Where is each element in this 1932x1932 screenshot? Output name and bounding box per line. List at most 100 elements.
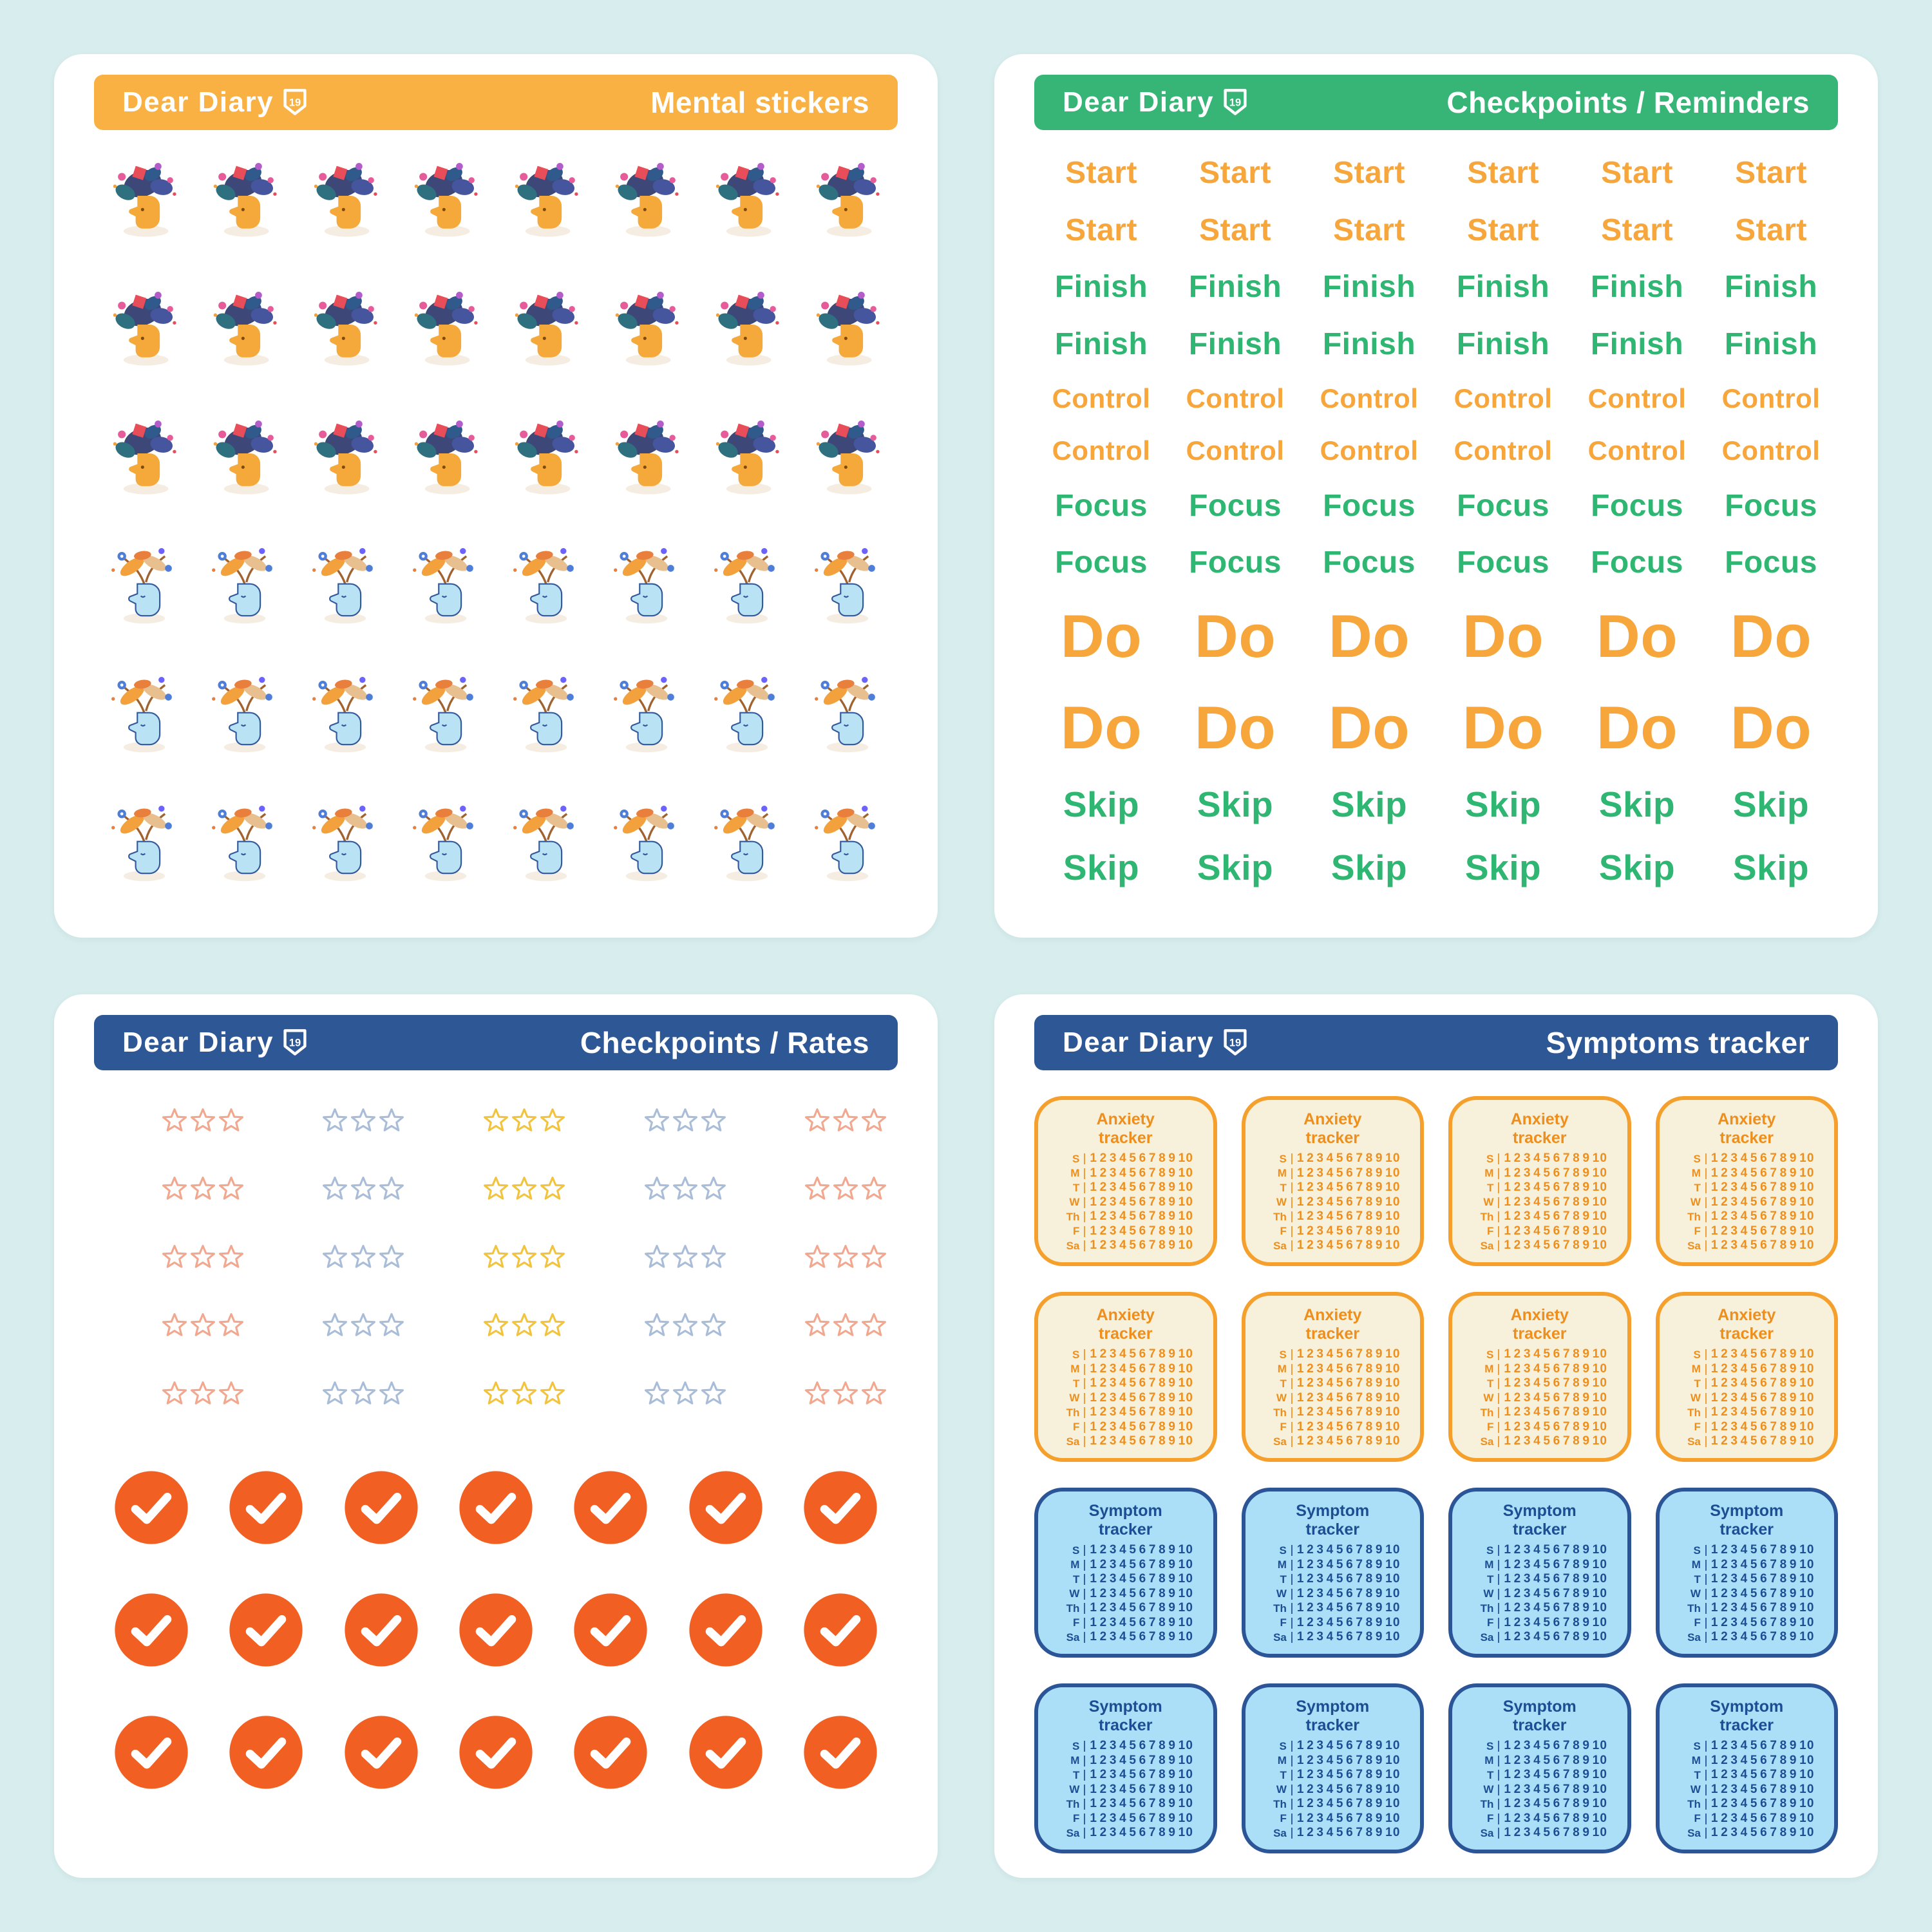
reminder-sticker[interactable]: Skip: [1598, 784, 1676, 825]
star-rating-sticker[interactable]: [103, 1243, 246, 1271]
reminder-sticker[interactable]: Skip: [1464, 847, 1542, 887]
anxiety-tracker-card[interactable]: Anxiety tracker S 1 2 3 4 5 6 7 8 9 10 M 1 2 …: [1655, 1292, 1838, 1462]
reminder-sticker[interactable]: Finish: [1590, 327, 1684, 361]
reminder-sticker[interactable]: Finish: [1188, 270, 1282, 305]
mental-sticker[interactable]: [503, 415, 589, 502]
mental-sticker[interactable]: [402, 544, 489, 630]
mental-sticker[interactable]: [202, 673, 288, 759]
anxiety-tracker-card[interactable]: Anxiety tracker S 1 2 3 4 5 6 7 8 9 10 M 1 2 …: [1241, 1292, 1424, 1462]
mental-sticker[interactable]: [302, 287, 388, 373]
reminder-sticker[interactable]: Start: [1601, 156, 1673, 191]
check-sticker[interactable]: [343, 1592, 419, 1668]
reminder-sticker[interactable]: Skip: [1598, 847, 1676, 887]
check-sticker[interactable]: [458, 1714, 534, 1790]
star-rating-sticker[interactable]: [263, 1243, 406, 1271]
mental-sticker[interactable]: [503, 158, 589, 244]
reminder-sticker[interactable]: Start: [1467, 156, 1539, 191]
symptom-tracker-card[interactable]: Symptom tracker S 1 2 3 4 5 6 7 8 9 10 M 1 2 …: [1241, 1683, 1424, 1853]
reminder-sticker[interactable]: Skip: [1063, 784, 1140, 825]
mental-sticker[interactable]: [704, 287, 790, 373]
reminder-sticker[interactable]: Start: [1199, 213, 1271, 247]
mental-sticker[interactable]: [402, 415, 489, 502]
reminder-sticker[interactable]: Skip: [1197, 784, 1274, 825]
check-sticker[interactable]: [228, 1592, 304, 1668]
star-rating-sticker[interactable]: [103, 1379, 246, 1408]
star-rating-sticker[interactable]: [424, 1175, 567, 1203]
check-sticker[interactable]: [573, 1714, 649, 1790]
mental-sticker[interactable]: [603, 673, 690, 759]
star-rating-sticker[interactable]: [746, 1106, 889, 1135]
check-sticker[interactable]: [113, 1714, 189, 1790]
reminder-sticker[interactable]: Control: [1186, 435, 1285, 466]
mental-sticker[interactable]: [704, 415, 790, 502]
symptom-tracker-card[interactable]: Symptom tracker S 1 2 3 4 5 6 7 8 9 10 M 1 2 …: [1655, 1488, 1838, 1658]
star-rating-sticker[interactable]: [424, 1106, 567, 1135]
reminder-sticker[interactable]: Start: [1467, 213, 1539, 247]
reminder-sticker[interactable]: Control: [1587, 383, 1687, 413]
mental-sticker[interactable]: [202, 158, 288, 244]
reminder-sticker[interactable]: Focus: [1189, 488, 1282, 523]
reminder-sticker[interactable]: Skip: [1197, 847, 1274, 887]
reminder-sticker[interactable]: Focus: [1591, 545, 1683, 580]
reminder-sticker[interactable]: Finish: [1590, 270, 1684, 305]
mental-sticker[interactable]: [603, 287, 690, 373]
check-sticker[interactable]: [228, 1714, 304, 1790]
reminder-sticker[interactable]: Do: [1462, 693, 1544, 761]
mental-sticker[interactable]: [503, 673, 589, 759]
reminder-sticker[interactable]: Start: [1065, 213, 1137, 247]
reminder-sticker[interactable]: Control: [1587, 435, 1687, 466]
mental-sticker[interactable]: [101, 158, 187, 244]
mental-sticker[interactable]: [402, 802, 489, 888]
check-sticker[interactable]: [688, 1470, 764, 1546]
mental-sticker[interactable]: [302, 415, 388, 502]
mental-sticker[interactable]: [603, 544, 690, 630]
reminder-sticker[interactable]: Do: [1194, 602, 1276, 670]
star-rating-sticker[interactable]: [263, 1106, 406, 1135]
reminder-sticker[interactable]: Focus: [1323, 488, 1416, 523]
anxiety-tracker-card[interactable]: Anxiety tracker S 1 2 3 4 5 6 7 8 9 10 M 1 2 …: [1034, 1292, 1217, 1462]
star-rating-sticker[interactable]: [103, 1175, 246, 1203]
reminder-sticker[interactable]: Skip: [1732, 847, 1810, 887]
check-sticker[interactable]: [573, 1592, 649, 1668]
reminder-sticker[interactable]: Control: [1320, 435, 1419, 466]
star-rating-sticker[interactable]: [746, 1175, 889, 1203]
mental-sticker[interactable]: [603, 802, 690, 888]
star-rating-sticker[interactable]: [746, 1243, 889, 1271]
mental-sticker[interactable]: [804, 287, 891, 373]
star-rating-sticker[interactable]: [263, 1379, 406, 1408]
reminder-sticker[interactable]: Control: [1320, 383, 1419, 413]
mental-sticker[interactable]: [101, 287, 187, 373]
mental-sticker[interactable]: [503, 544, 589, 630]
star-rating-sticker[interactable]: [746, 1311, 889, 1340]
reminder-sticker[interactable]: Focus: [1457, 488, 1549, 523]
reminder-sticker[interactable]: Start: [1735, 213, 1807, 247]
mental-sticker[interactable]: [402, 287, 489, 373]
reminder-sticker[interactable]: Focus: [1055, 488, 1148, 523]
star-rating-sticker[interactable]: [424, 1243, 567, 1271]
star-rating-sticker[interactable]: [103, 1311, 246, 1340]
mental-sticker[interactable]: [804, 802, 891, 888]
reminder-sticker[interactable]: Focus: [1725, 545, 1817, 580]
mental-sticker[interactable]: [302, 158, 388, 244]
mental-sticker[interactable]: [704, 673, 790, 759]
mental-sticker[interactable]: [202, 544, 288, 630]
check-sticker[interactable]: [113, 1592, 189, 1668]
reminder-sticker[interactable]: Finish: [1456, 327, 1550, 361]
reminder-sticker[interactable]: Start: [1333, 213, 1405, 247]
anxiety-tracker-card[interactable]: Anxiety tracker S 1 2 3 4 5 6 7 8 9 10 M 1 2 …: [1448, 1096, 1631, 1266]
reminder-sticker[interactable]: Control: [1186, 383, 1285, 413]
reminder-sticker[interactable]: Finish: [1724, 270, 1818, 305]
mental-sticker[interactable]: [804, 673, 891, 759]
reminder-sticker[interactable]: Do: [1060, 693, 1142, 761]
reminder-sticker[interactable]: Finish: [1188, 327, 1282, 361]
mental-sticker[interactable]: [202, 802, 288, 888]
reminder-sticker[interactable]: Start: [1601, 213, 1673, 247]
mental-sticker[interactable]: [704, 158, 790, 244]
symptom-tracker-card[interactable]: Symptom tracker S 1 2 3 4 5 6 7 8 9 10 M 1 2 …: [1241, 1488, 1424, 1658]
symptom-tracker-card[interactable]: Symptom tracker S 1 2 3 4 5 6 7 8 9 10 M 1 2 …: [1448, 1488, 1631, 1658]
mental-sticker[interactable]: [603, 158, 690, 244]
mental-sticker[interactable]: [503, 287, 589, 373]
symptom-tracker-card[interactable]: Symptom tracker S 1 2 3 4 5 6 7 8 9 10 M 1 2 …: [1448, 1683, 1631, 1853]
mental-sticker[interactable]: [302, 673, 388, 759]
anxiety-tracker-card[interactable]: Anxiety tracker S 1 2 3 4 5 6 7 8 9 10 M 1 2 …: [1034, 1096, 1217, 1266]
